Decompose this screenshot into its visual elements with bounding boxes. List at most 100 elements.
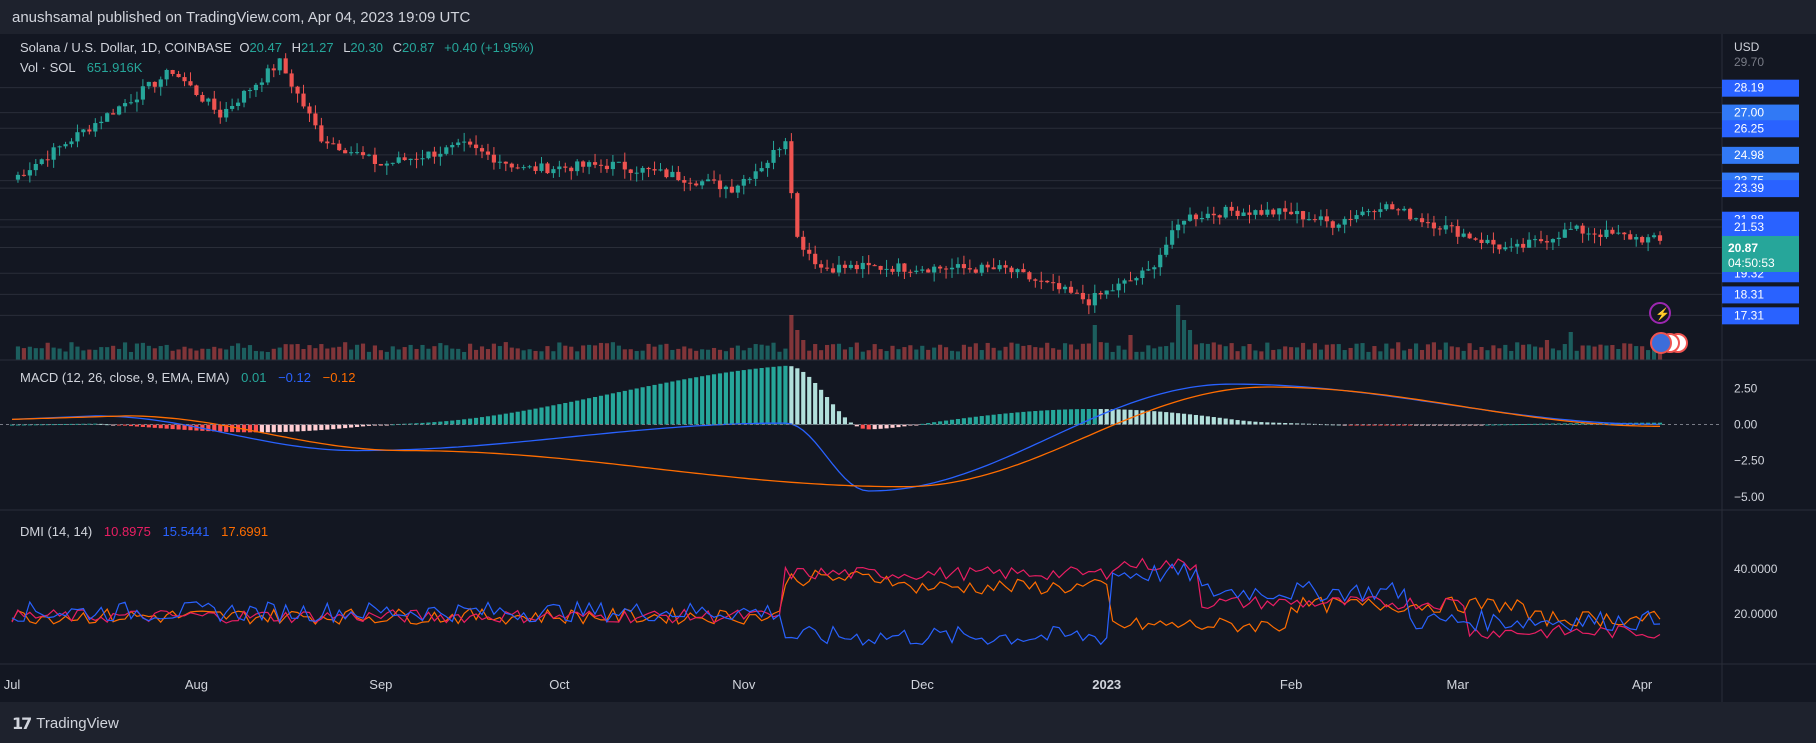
volume-bar — [991, 347, 996, 360]
volume-bar — [1598, 344, 1603, 360]
volume-bar — [813, 344, 818, 360]
volume-bar — [967, 346, 972, 360]
candle-body — [1515, 243, 1520, 247]
candle-body — [1062, 286, 1068, 290]
volume-bar — [1360, 343, 1365, 360]
macd-histogram-bar — [325, 424, 330, 430]
volume-bar — [230, 345, 235, 360]
macd-histogram-bar — [747, 369, 752, 425]
candle-body — [1651, 235, 1657, 238]
candle-body — [694, 183, 699, 186]
macd-histogram-bar — [729, 371, 734, 425]
macd-histogram-bar — [991, 414, 996, 425]
price-tick-highlight — [1722, 79, 1799, 97]
candle-body — [402, 157, 407, 161]
volume-bar — [87, 349, 92, 360]
candle-body — [878, 265, 883, 270]
volume-bar — [592, 345, 598, 360]
macd-histogram-bar — [1015, 412, 1020, 425]
candle-body — [967, 268, 972, 270]
volume-bars — [15, 305, 1663, 360]
candle-body — [331, 143, 336, 145]
volume-bar — [134, 343, 140, 360]
macd-histogram-bar — [711, 374, 717, 425]
candle-body — [390, 162, 395, 164]
macd-histogram-bar — [1538, 423, 1544, 425]
candle-body — [1283, 208, 1288, 212]
macd-histogram-bar — [830, 404, 836, 425]
volume-bar — [1116, 345, 1121, 360]
candle-body — [509, 163, 514, 168]
macd-signal-value: −0.12 — [323, 370, 356, 385]
macd-histogram-bar — [1485, 424, 1490, 426]
tradingview-logo[interactable]: 17 TradingView — [12, 714, 119, 733]
candle-body — [1532, 239, 1538, 241]
macd-histogram-bar — [604, 394, 610, 425]
candle-body — [1396, 209, 1401, 211]
volume-bar — [1538, 347, 1544, 360]
dmi-axis[interactable]: 40.0000 20.0000 — [1734, 562, 1778, 621]
volume-bar — [622, 349, 627, 360]
volume-bar — [819, 350, 824, 360]
candle-body — [545, 163, 550, 174]
price-chart-svg[interactable]: Solana / U.S. Dollar, 1D, COINBASE O20.4… — [0, 34, 1816, 702]
candle-body — [587, 162, 592, 167]
volume-bar — [783, 348, 788, 360]
volume-bar — [920, 345, 925, 360]
us-flag-event-icon[interactable] — [1650, 332, 1672, 354]
volume-bar — [598, 342, 604, 360]
candle-body — [819, 264, 824, 268]
macd-histogram-bar — [111, 424, 116, 426]
macd-tick-label: −2.50 — [1734, 454, 1765, 468]
candle-body — [212, 98, 217, 110]
currency-label[interactable]: USD — [1734, 40, 1760, 54]
candle-body — [932, 266, 937, 273]
macd-histogram-bar — [1544, 423, 1550, 425]
macd-histogram-bar — [444, 421, 449, 425]
volume-bar — [652, 346, 657, 360]
candle-body — [527, 166, 532, 168]
volume-bar — [1580, 345, 1585, 360]
volume-bar — [99, 347, 104, 360]
volume-bar — [349, 349, 354, 360]
price-axis[interactable]: USD 29.70 28.1927.0026.2524.9823.7523.39… — [1722, 40, 1799, 325]
macd-histogram-bar — [1283, 423, 1288, 425]
volume-bar — [1015, 343, 1020, 360]
volume-bar — [1604, 345, 1609, 360]
volume-bar — [1289, 347, 1294, 360]
volume-bar — [491, 343, 496, 360]
macd-histogram-bar — [1479, 424, 1484, 426]
volume-bar — [616, 345, 621, 360]
candle-body — [961, 264, 966, 269]
macd-histogram-bar — [1080, 409, 1085, 425]
macd-histogram-bar — [1568, 423, 1573, 425]
candle-body — [807, 249, 812, 254]
events-icons[interactable]: ⚡ — [1649, 302, 1688, 354]
chart-area[interactable]: Solana / U.S. Dollar, 1D, COINBASE O20.4… — [0, 34, 1816, 702]
volume-bar — [81, 350, 86, 360]
candle-body — [241, 90, 247, 103]
volume-bar — [117, 348, 122, 360]
macd-label: MACD (12, 26, close, 9, EMA, EMA) — [20, 370, 230, 385]
candle-body — [360, 152, 366, 156]
macd-histogram-bar — [587, 398, 592, 425]
macd-histogram-bar — [1152, 411, 1157, 425]
candle-body — [688, 182, 693, 184]
volume-bar — [301, 348, 306, 360]
macd-histogram-bar — [1176, 413, 1181, 425]
volume-bar — [1318, 349, 1323, 360]
volume-bar — [1235, 351, 1240, 360]
volume-bar — [914, 349, 919, 360]
volume-bar — [1485, 350, 1490, 360]
candle-body — [1271, 209, 1276, 215]
macd-histogram-bar — [1074, 409, 1080, 425]
lightning-event-icon[interactable] — [1649, 302, 1671, 324]
macd-histogram-bar — [717, 373, 723, 425]
candle-body — [15, 174, 21, 180]
time-axis[interactable]: Jul Aug Sep Oct Nov Dec 2023 Feb Mar Apr — [4, 677, 1653, 692]
macd-histogram-bar — [961, 418, 966, 425]
candle-body — [117, 106, 122, 115]
volume-bar — [1193, 344, 1199, 360]
price-tick-label: 24.98 — [1734, 148, 1764, 162]
macd-axis[interactable]: 2.50 0.00 −2.50 −5.00 — [1734, 381, 1765, 503]
